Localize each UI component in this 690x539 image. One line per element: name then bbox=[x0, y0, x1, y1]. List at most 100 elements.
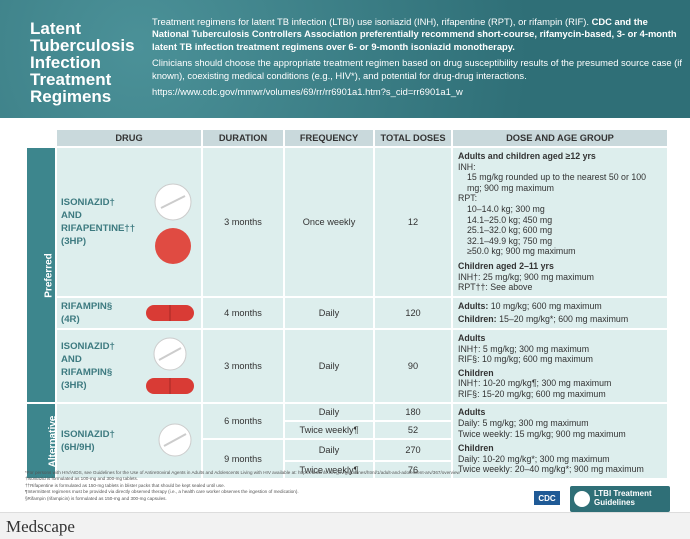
group-cell: Alternative bbox=[25, 402, 58, 481]
drug-cell: ISONIAZID† AND RIFAMPIN§ (3HR) bbox=[55, 327, 203, 405]
footnote: ††Rifapentine is formulated as 150-mg ta… bbox=[25, 482, 225, 488]
col-header: DURATION bbox=[201, 128, 285, 148]
drug-cell: RIFAMPIN§ (4R) bbox=[55, 295, 203, 330]
drug-line: (4R) bbox=[61, 313, 80, 325]
footnote: ¶Intermittent regimens must be provided … bbox=[25, 489, 299, 495]
dose-cell: Adults Daily: 5 mg/kg; 300 mg maximum Tw… bbox=[451, 402, 669, 481]
frequency: Twice weekly¶ bbox=[283, 420, 375, 441]
dose-heading: Children: bbox=[458, 314, 497, 325]
ltbi-text-box: LTBI Treatment Guidelines bbox=[594, 489, 652, 507]
duration: 6 months bbox=[201, 402, 285, 441]
dose-heading: Adults and children aged ≥12 yrs bbox=[458, 151, 596, 161]
footnotes: *For persons with HIV/AIDS, see Guidelin… bbox=[25, 470, 505, 502]
dose-line: Daily: 10-20 mg/kg*; 300 mg maximum bbox=[458, 453, 610, 464]
dose-heading: Adults bbox=[458, 332, 486, 343]
ltbi-logo: LTBI Treatment Guidelines bbox=[594, 489, 652, 507]
footer: Medscape bbox=[0, 512, 690, 539]
total-doses: 120 bbox=[373, 295, 453, 330]
drug-line: RIFAMPIN§ bbox=[61, 367, 113, 379]
title: Latent Tuberculosis Infection Treatment … bbox=[30, 19, 135, 106]
drug-line: AND bbox=[61, 209, 82, 221]
header: Latent Tuberculosis Infection Treatment … bbox=[0, 0, 690, 118]
regimen-table: DRUG DURATION FREQUENCY TOTAL DOSES DOSE… bbox=[25, 128, 669, 481]
drug-cell: ISONIAZID† AND RIFAPENTINE†† (3HP) bbox=[55, 146, 203, 298]
cdc-logo: CDC bbox=[538, 494, 556, 503]
footnote: *For persons with HIV/AIDS, see Guidelin… bbox=[25, 470, 460, 475]
duration: 4 months bbox=[201, 295, 285, 330]
drug-line: (6H/9H) bbox=[61, 442, 95, 454]
frequency: Daily bbox=[283, 438, 375, 463]
frequency: Once weekly bbox=[283, 146, 375, 298]
row: 9 months Daily 270 bbox=[26, 438, 668, 481]
total-doses: 180 bbox=[373, 402, 453, 423]
drug-line: (3HP) bbox=[61, 235, 87, 247]
dose-line: 10–14.0 kg; 300 mg bbox=[467, 203, 545, 214]
dose-line: INH†: 5 mg/kg; 300 mg maximum bbox=[458, 343, 590, 354]
frequency: Daily bbox=[283, 295, 375, 330]
dose-entry: Children: 15–20 mg/kg*; 600 mg maximum bbox=[458, 314, 662, 325]
frequency: Twice weekly¶ bbox=[283, 460, 375, 481]
dose-line: 14.1–25.0 kg; 450 mg bbox=[467, 214, 553, 225]
intro: Treatment regimens for latent TB infecti… bbox=[152, 16, 682, 102]
pill-icons bbox=[154, 183, 192, 264]
paragraph: Treatment regimens for latent TB infecti… bbox=[152, 16, 682, 53]
row: Preferred ISONIAZID† AND RIFAPENTINE†† (… bbox=[25, 145, 669, 405]
total-doses: 52 bbox=[373, 420, 453, 441]
dose-heading: Adults: bbox=[458, 300, 489, 311]
row: Alternative ISONIAZID† (6H/9H) 6 months … bbox=[25, 402, 669, 481]
url: https://www.cdc.gov/mmwr/volumes/69/rr/r… bbox=[152, 86, 463, 98]
dose-line: 25.1–32.0 kg; 600 mg bbox=[467, 225, 553, 236]
drug-line: ISONIAZID† bbox=[61, 341, 115, 353]
intro-bold: CDC and the National Tuberculosis Contro… bbox=[152, 16, 677, 52]
footnote: §Rifampin (rifampicin) is formulated as … bbox=[25, 495, 167, 501]
duration: 9 months bbox=[201, 438, 285, 481]
row: Twice weekly¶ 76 bbox=[26, 460, 668, 481]
intro-text: Treatment regimens for latent TB infecti… bbox=[152, 16, 589, 27]
dose-line: 32.1–49.9 kg; 750 mg bbox=[467, 235, 553, 246]
brand: Medscape bbox=[6, 517, 75, 536]
drug-cell: ISONIAZID† (6H/9H) bbox=[55, 402, 203, 481]
logos: CDC LTBI Treatment Guidelines bbox=[520, 486, 670, 512]
blank bbox=[25, 128, 57, 148]
drug-line: RIFAMPIN§ bbox=[61, 300, 113, 312]
drug-line: (3HR) bbox=[61, 380, 87, 392]
pill-icons bbox=[146, 337, 194, 394]
total-doses: 270 bbox=[373, 438, 453, 463]
pill-icons bbox=[158, 423, 192, 457]
frequency: Daily bbox=[283, 327, 375, 405]
dose-line: RIF§: 10 mg/kg; 600 mg maximum bbox=[458, 354, 593, 365]
pill-icons bbox=[146, 304, 194, 321]
dose-line: Twice weekly: 20–40 mg/kg*; 900 mg maxim… bbox=[458, 464, 644, 475]
dose-heading: Children bbox=[458, 443, 494, 454]
duration: 3 months bbox=[201, 146, 285, 298]
drug-line: AND bbox=[61, 354, 82, 366]
ltbi-logo-bg bbox=[570, 486, 670, 512]
row: RIFAMPIN§ (4R) 4 months Daily 120 Adults… bbox=[26, 295, 669, 330]
col-header: FREQUENCY bbox=[283, 128, 375, 148]
dose-entry: Adults: 10 mg/kg; 600 mg maximum bbox=[458, 301, 662, 312]
drug-line: ISONIAZID† bbox=[61, 196, 115, 208]
dose-line: RPT††: See above bbox=[458, 282, 533, 293]
total-doses: 76 bbox=[373, 460, 453, 481]
dose-line: 15–20 mg/kg*; 600 mg maximum bbox=[499, 314, 629, 325]
dose-line: 15 mg/kg rounded up to the nearest 50 or… bbox=[467, 172, 646, 193]
row: ISONIAZID† AND RIFAMPIN§ (3HR) 3 months … bbox=[26, 327, 669, 405]
dose-line: 10 mg/kg; 600 mg maximum bbox=[490, 300, 602, 311]
dose-line: INH†: 25 mg/kg; 900 mg maximum bbox=[458, 271, 594, 282]
col-header: DRUG bbox=[55, 128, 203, 148]
dose-cell: Adults: 10 mg/kg; 600 mg maximum Childre… bbox=[451, 295, 669, 330]
dose-line: INH: bbox=[458, 161, 476, 172]
dose-line: INH†: 10-20 mg/kg¶; 300 mg maximum bbox=[458, 378, 612, 389]
dose-line: Twice weekly: 15 mg/kg; 900 mg maximum bbox=[458, 428, 626, 439]
header-row: DRUG DURATION FREQUENCY TOTAL DOSES DOSE… bbox=[25, 128, 669, 148]
dose-heading: Children bbox=[458, 367, 494, 378]
cdc-box bbox=[534, 491, 560, 505]
frequency: Daily bbox=[283, 402, 375, 423]
col-header: DOSE AND AGE GROUP bbox=[451, 128, 669, 148]
ltbi-icon bbox=[574, 491, 590, 507]
group-cell: Preferred bbox=[25, 145, 57, 405]
drug-line: RIFAPENTINE†† bbox=[61, 222, 136, 234]
dose-cell: Adults INH†: 5 mg/kg; 300 mg maximum RIF… bbox=[451, 327, 669, 405]
